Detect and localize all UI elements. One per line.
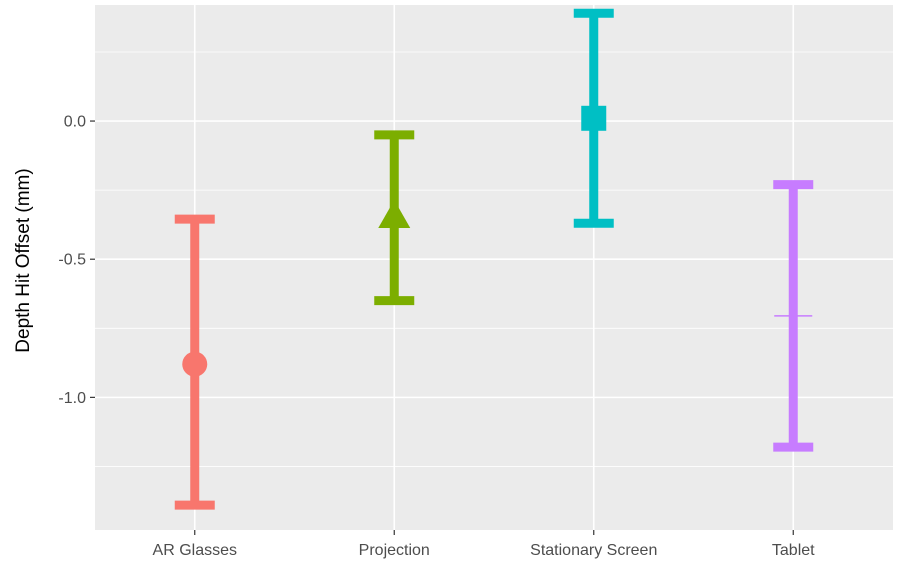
y-axis-title: Depth Hit Offset (mm) bbox=[13, 168, 34, 352]
error-bar-projection bbox=[374, 130, 415, 306]
mean-point-circle bbox=[182, 351, 208, 377]
mean-point-triangle bbox=[378, 200, 411, 228]
error-bar-tablet bbox=[773, 180, 814, 452]
y-axis-ticks: 0.0 -0.5 -1.0 bbox=[58, 114, 95, 407]
y-tick-label: -1.0 bbox=[58, 390, 86, 407]
panel-background bbox=[95, 5, 893, 530]
error-bar-ar-glasses bbox=[174, 214, 215, 510]
x-tick-label: Projection bbox=[359, 542, 430, 559]
mean-point-square bbox=[581, 105, 607, 131]
y-tick-label: -0.5 bbox=[58, 252, 86, 269]
y-tick-label: 0.0 bbox=[64, 114, 86, 131]
x-axis-ticks: AR Glasses Projection Stationary Screen Tab… bbox=[153, 530, 815, 559]
x-tick-label: AR Glasses bbox=[153, 542, 237, 559]
x-tick-label: Tablet bbox=[772, 542, 815, 559]
error-bar-stationary-screen bbox=[573, 8, 614, 228]
x-tick-label: Stationary Screen bbox=[530, 542, 657, 559]
minor-gridlines bbox=[95, 51, 893, 467]
error-bars bbox=[174, 8, 814, 510]
